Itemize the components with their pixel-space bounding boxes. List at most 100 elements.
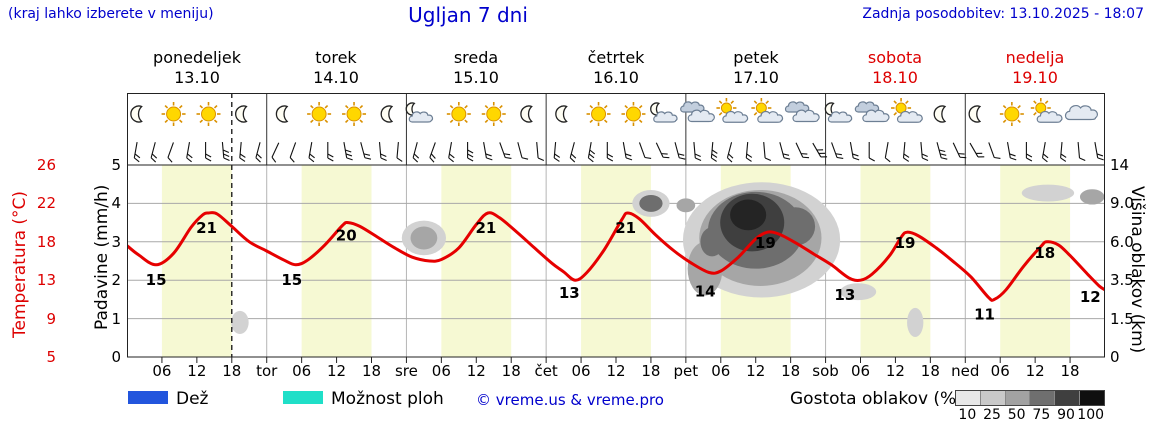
wind-barb: [710, 141, 718, 162]
axis-tick: 13: [36, 271, 56, 290]
weather-icon-sun: [481, 102, 506, 126]
cloud-cover-blob: [707, 191, 804, 269]
axis-tick: 22: [36, 194, 56, 213]
wind-barb: [327, 142, 334, 162]
temperature-value-label: 19: [755, 234, 776, 252]
day-name: nedelja: [1005, 48, 1065, 67]
weather-icon-sun: [621, 102, 646, 126]
wind-barb: [308, 142, 315, 163]
day-header-tuesday: torek 14.10: [266, 48, 406, 88]
cloud-cover-blob: [682, 182, 841, 298]
time-tick: 12: [746, 362, 766, 380]
showers-legend-swatch: [283, 391, 323, 404]
time-tick: 06: [850, 362, 871, 380]
density-tick-label: 100: [1077, 407, 1105, 423]
weather-icon-cloud-moon: [824, 102, 853, 123]
time-tick: 06: [431, 362, 451, 380]
density-segment: [979, 391, 1005, 405]
daylight-band: [301, 165, 372, 357]
axis-tick: 1.5: [1110, 309, 1134, 328]
day-header-friday: petek 17.10: [686, 48, 826, 88]
cloud-density-gradient-bar: [955, 390, 1105, 406]
daylight-band: [1000, 165, 1071, 357]
axis-tick: 6.0: [1110, 232, 1134, 251]
day-date: 14.10: [313, 68, 359, 87]
weather-icon-clouds: [680, 101, 715, 123]
rain-legend-label: Dež: [176, 389, 209, 409]
wind-barb: [831, 142, 844, 159]
rain-legend-swatch: [128, 391, 168, 404]
day-date: 19.10: [1012, 68, 1058, 87]
wind-barb: [343, 142, 353, 161]
time-tick: 12: [885, 362, 905, 380]
wind-barb: [868, 142, 875, 162]
wind-barb: [412, 142, 420, 163]
time-tick: 06: [571, 362, 591, 380]
wind-barb: [1094, 142, 1104, 161]
temperature-value-label: 15: [281, 271, 302, 289]
meteogram-chart: 15 21 15 20 21 13 21 14 19 13 19 11 18 12: [127, 93, 1105, 363]
weather-icon-moon: [275, 105, 289, 123]
time-tick: 18: [501, 362, 521, 380]
weather-icon-sun: [342, 102, 367, 126]
axis-tick: 2: [111, 271, 121, 290]
time-tick: 12: [187, 362, 207, 380]
time-tick: 18: [1060, 362, 1080, 380]
density-segment: [1079, 391, 1104, 405]
page-title: Ugljan 7 dni: [408, 3, 528, 27]
wind-barb: [622, 142, 633, 161]
temperature-value-label: 13: [834, 286, 855, 304]
wind-barb: [467, 142, 474, 162]
wind-barb: [289, 142, 297, 163]
wind-barb: [499, 142, 512, 159]
day-name: petek: [733, 48, 779, 67]
time-tick: 12: [1025, 362, 1045, 380]
time-tick: ned: [951, 362, 980, 380]
wind-barb: [902, 141, 910, 162]
weather-icon-sun: [999, 102, 1024, 126]
day-header-monday: ponedeljek 13.10: [127, 48, 267, 88]
temperature-curve: [127, 211, 1105, 302]
wind-barb: [779, 142, 791, 160]
day-header-thursday: četrtek 16.10: [546, 48, 686, 88]
day-name: torek: [315, 48, 357, 67]
weather-icon-cloud-moon: [405, 102, 434, 123]
temperature-value-label: 21: [615, 219, 636, 237]
cloud-cover-blob: [639, 194, 663, 212]
wind-barb: [936, 142, 948, 160]
wind-barb: [1025, 142, 1033, 162]
cloud-cover-blob: [700, 227, 724, 257]
density-tick-label: 90: [1057, 407, 1075, 423]
wind-barb: [1077, 141, 1086, 161]
copyright-link[interactable]: © vreme.us & vreme.pro: [476, 391, 664, 409]
day-header-saturday: sobota 18.10: [825, 48, 965, 88]
cloud-cover-blob: [720, 193, 785, 252]
day-header-wednesday: sreda 15.10: [406, 48, 546, 88]
daylight-band: [161, 165, 232, 357]
time-tick: čet: [534, 362, 558, 380]
wind-barb: [517, 142, 529, 160]
weather-icon-cloud-sun: [716, 98, 749, 123]
weather-icon-moon: [968, 105, 982, 123]
weather-icon-sun: [446, 102, 471, 126]
density-segment: [956, 391, 980, 405]
showers-legend-label: Možnost ploh: [331, 389, 444, 409]
wind-barb: [483, 142, 493, 161]
axis-tick: 3.5: [1110, 271, 1134, 290]
axis-tick: 1: [111, 309, 121, 328]
axis-tick: 4: [111, 194, 121, 213]
time-tick: sre: [394, 362, 418, 380]
wind-barb: [745, 141, 753, 162]
day-name: četrtek: [587, 48, 645, 67]
axis-tick: 5: [111, 156, 121, 174]
temperature-value-label: 21: [196, 219, 217, 237]
cloud-cover-blob: [840, 283, 877, 301]
location-menu-hint[interactable]: (kraj lahko izberete v meniju): [8, 6, 214, 22]
weather-icon-moon: [555, 105, 568, 123]
axis-tick: 9.0: [1110, 194, 1134, 213]
daylight-band: [720, 165, 791, 357]
cloud-cover-blob: [676, 198, 696, 213]
day-name: ponedeljek: [153, 48, 241, 67]
wind-barb: [587, 142, 596, 163]
wind-barb: [255, 142, 262, 163]
